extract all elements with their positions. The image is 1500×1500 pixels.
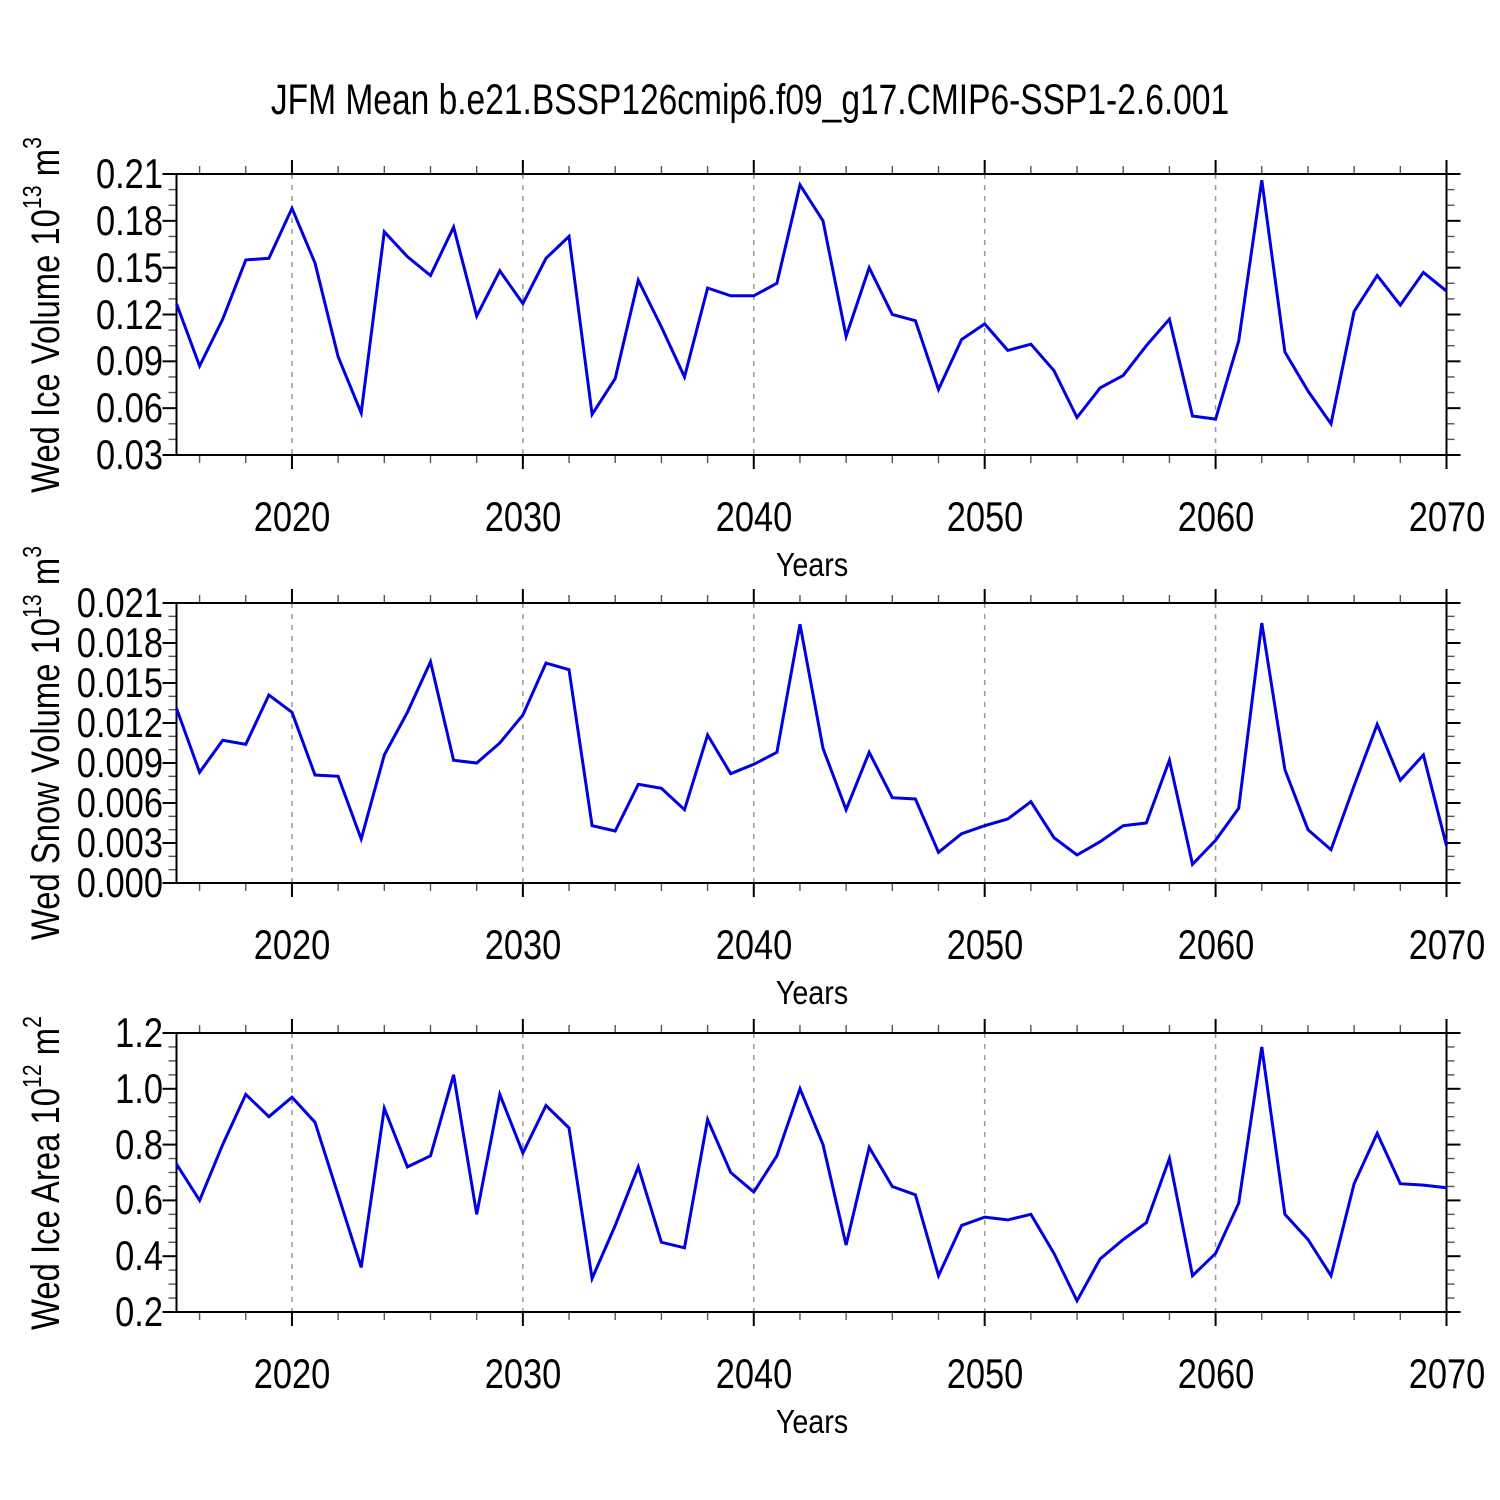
- y-axis-title-exponent: 13: [17, 594, 47, 618]
- x-axis-title-wed-ice-area: Years: [775, 1403, 848, 1440]
- x-tick-label-wed-ice-area-2030: 2030: [484, 1350, 562, 1397]
- data-line-wed-snow-volume: [175, 622, 1448, 868]
- y-tick-label-wed-snow-volume-0.012: 0.012: [76, 699, 163, 746]
- x-tick-label-wed-ice-area-2060: 2060: [1177, 1350, 1254, 1397]
- y-tick-label-wed-snow-volume-0.018: 0.018: [76, 619, 163, 666]
- plot-frame-wed-ice-volume: [175, 173, 1448, 456]
- y-tick-label-wed-ice-area-0.4: 0.4: [115, 1232, 163, 1280]
- x-tick-label-wed-snow-volume-2040: 2040: [715, 921, 793, 968]
- y-tick-label-wed-ice-volume-0.03: 0.03: [95, 431, 163, 478]
- x-tick-label-wed-ice-volume-2030: 2030: [484, 493, 562, 540]
- plot-frame-wed-ice-area: [175, 1032, 1448, 1313]
- x-tick-label-wed-ice-area-2070: 2070: [1408, 1350, 1485, 1397]
- y-tick-label-wed-snow-volume-0.021: 0.021: [76, 579, 163, 626]
- y-axis-title-unit-exponent: 3: [17, 545, 47, 558]
- x-tick-label-wed-snow-volume-2030: 2030: [484, 921, 562, 968]
- y-tick-label-wed-ice-volume-0.06: 0.06: [95, 384, 163, 432]
- plot-frame-wed-snow-volume: [175, 602, 1448, 884]
- y-axis-title-exponent: 13: [17, 184, 47, 209]
- x-tick-label-wed-ice-area-2020: 2020: [253, 1350, 331, 1397]
- x-tick-label-wed-ice-area-2050: 2050: [946, 1350, 1023, 1397]
- y-tick-label-wed-snow-volume-0.006: 0.006: [76, 779, 163, 826]
- x-tick-label-wed-snow-volume-2060: 2060: [1177, 921, 1254, 968]
- y-tick-label-wed-snow-volume-0.009: 0.009: [76, 739, 163, 786]
- y-tick-label-wed-ice-area-1.2: 1.2: [115, 1009, 163, 1056]
- y-tick-label-wed-snow-volume-0.000: 0.000: [76, 859, 163, 906]
- x-tick-label-wed-snow-volume-2050: 2050: [946, 921, 1023, 968]
- x-tick-label-wed-ice-area-2040: 2040: [715, 1350, 793, 1397]
- y-tick-label-wed-ice-area-1.0: 1.0: [115, 1064, 163, 1112]
- y-tick-label-wed-ice-area-0.8: 0.8: [115, 1120, 163, 1168]
- y-tick-label-wed-ice-volume-0.09: 0.09: [95, 337, 163, 385]
- x-axis-title-wed-ice-volume: Years: [775, 546, 848, 583]
- y-axis-title-unit: m: [24, 1027, 68, 1064]
- y-tick-label-wed-snow-volume-0.015: 0.015: [76, 659, 163, 706]
- x-tick-label-wed-snow-volume-2020: 2020: [253, 921, 331, 968]
- x-tick-label-wed-ice-volume-2040: 2040: [715, 493, 793, 540]
- y-axis-title-text: Wed Ice Area 10: [24, 1087, 68, 1330]
- y-tick-label-wed-ice-volume-0.21: 0.21: [95, 150, 163, 197]
- y-tick-label-wed-ice-volume-0.18: 0.18: [95, 196, 163, 244]
- y-axis-title-unit-exponent: 2: [17, 1015, 47, 1028]
- data-line-wed-ice-area: [175, 1046, 1447, 1305]
- x-tick-label-wed-ice-volume-2020: 2020: [253, 493, 331, 540]
- data-line-wed-ice-volume: [175, 179, 1448, 428]
- y-axis-title-text: Wed Ice Volume 10: [24, 208, 68, 493]
- y-tick-label-wed-snow-volume-0.003: 0.003: [76, 819, 163, 866]
- y-tick-label-wed-ice-area-0.6: 0.6: [115, 1176, 163, 1224]
- y-axis-title-wed-ice-area: Wed Ice Area 1012 m2: [17, 1016, 68, 1330]
- y-tick-label-wed-ice-volume-0.15: 0.15: [95, 243, 163, 291]
- y-axis-title-wed-snow-volume: Wed Snow Volume 1013 m3: [17, 546, 68, 941]
- x-tick-label-wed-ice-volume-2060: 2060: [1177, 493, 1254, 540]
- y-axis-title-wed-ice-volume: Wed Ice Volume 1013 m3: [17, 137, 68, 493]
- x-tick-label-wed-ice-volume-2050: 2050: [946, 493, 1023, 540]
- y-axis-title-unit-exponent: 3: [17, 136, 47, 149]
- y-axis-title-text: Wed Snow Volume 10: [24, 617, 68, 941]
- x-axis-title-wed-snow-volume: Years: [775, 974, 848, 1011]
- x-tick-label-wed-snow-volume-2070: 2070: [1408, 921, 1485, 968]
- y-tick-label-wed-ice-area-0.2: 0.2: [115, 1288, 163, 1335]
- y-axis-title-unit: m: [24, 148, 68, 185]
- y-axis-title-unit: m: [24, 557, 68, 595]
- x-tick-label-wed-ice-volume-2070: 2070: [1408, 493, 1485, 540]
- y-tick-label-wed-ice-volume-0.12: 0.12: [95, 290, 163, 338]
- y-axis-title-exponent: 12: [17, 1063, 47, 1088]
- chart-title: JFM Mean b.e21.BSSP126cmip6.f09_g17.CMIP…: [270, 76, 1230, 124]
